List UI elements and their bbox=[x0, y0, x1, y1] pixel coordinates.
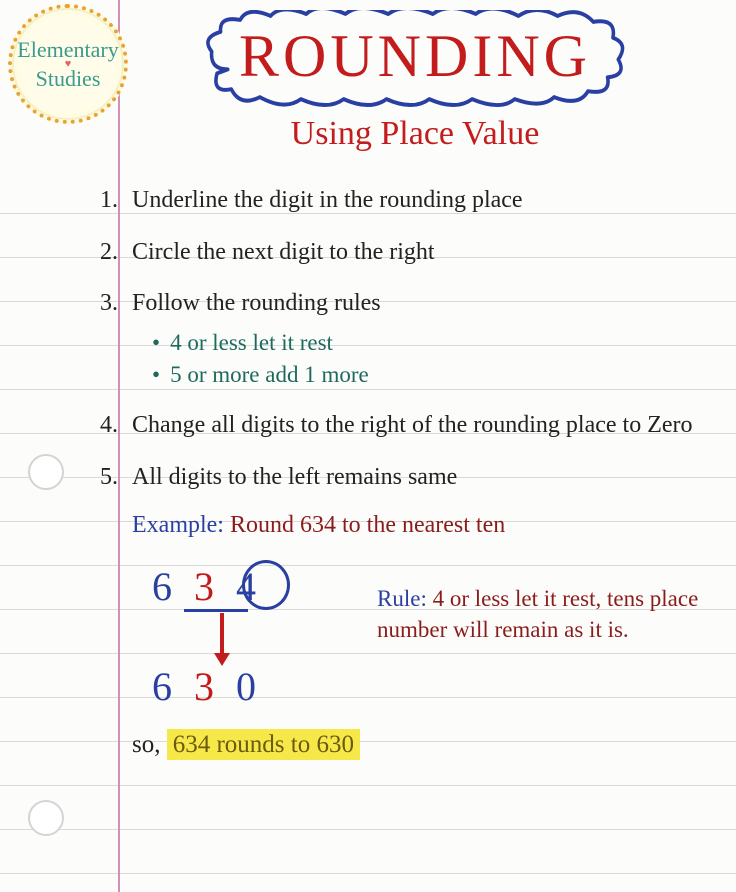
logo-badge: Elementary ♥ Studies bbox=[8, 4, 128, 124]
digit-red: 3 bbox=[194, 664, 236, 709]
step-text: All digits to the left remains same bbox=[132, 461, 720, 495]
digit: 0 bbox=[236, 664, 278, 709]
title-cloud: ROUNDING bbox=[201, 10, 629, 109]
hole-punch bbox=[28, 454, 64, 490]
step-text: Underline the digit in the rounding plac… bbox=[132, 184, 720, 218]
example-line: Example: Round 634 to the nearest ten bbox=[132, 512, 720, 539]
bullet-item: • 4 or less let it rest bbox=[152, 327, 720, 359]
bottom-digits: 630 bbox=[152, 663, 278, 710]
bullet-text: 5 or more add 1 more bbox=[170, 359, 369, 391]
conclusion-line: so, 634 rounds to 630 bbox=[132, 731, 720, 759]
step-number: 2. bbox=[82, 236, 118, 270]
title-block: ROUNDING Using Place Value bbox=[135, 10, 695, 153]
conclusion-highlight: 634 rounds to 630 bbox=[167, 729, 360, 760]
step-number: 5. bbox=[82, 461, 118, 495]
step-number: 3. bbox=[82, 287, 118, 391]
bullet-text: 4 or less let it rest bbox=[170, 327, 333, 359]
logo-line2: Studies bbox=[36, 67, 101, 90]
step-number: 4. bbox=[82, 409, 118, 443]
arrow-down-icon bbox=[212, 611, 232, 666]
digit: 6 bbox=[152, 664, 194, 709]
digit: 6 bbox=[152, 564, 194, 609]
digit-red: 3 bbox=[194, 564, 236, 609]
circle-mark bbox=[242, 560, 290, 610]
step-row: 3. Follow the rounding rules • 4 or less… bbox=[82, 287, 720, 391]
conclusion-prefix: so, bbox=[132, 731, 167, 758]
example-prompt: Round 634 to the nearest ten bbox=[230, 512, 505, 538]
content-area: 1. Underline the digit in the rounding p… bbox=[82, 184, 720, 759]
bullet-icon: • bbox=[152, 327, 160, 359]
bullet-icon: • bbox=[152, 359, 160, 391]
step-row: 1. Underline the digit in the rounding p… bbox=[82, 184, 720, 218]
hole-punch bbox=[28, 800, 64, 836]
example-label: Example: bbox=[132, 512, 224, 538]
rule-note: Rule: 4 or less let it rest, tens place … bbox=[377, 583, 700, 645]
worked-example: 634 630 Rule: 4 or less let it rest, ten… bbox=[152, 563, 720, 713]
step-text: Circle the next digit to the right bbox=[132, 236, 720, 270]
step-number: 1. bbox=[82, 184, 118, 218]
step-text: Follow the rounding rules • 4 or less le… bbox=[132, 287, 720, 391]
step-row: 5. All digits to the left remains same bbox=[82, 461, 720, 495]
bullet-item: • 5 or more add 1 more bbox=[152, 359, 720, 391]
rule-prefix: Rule: bbox=[377, 586, 427, 611]
step-text-inner: Follow the rounding rules bbox=[132, 290, 381, 316]
page-title: ROUNDING bbox=[239, 23, 591, 89]
sub-bullet-list: • 4 or less let it rest • 5 or more add … bbox=[152, 327, 720, 391]
step-row: 2. Circle the next digit to the right bbox=[82, 236, 720, 270]
example-prompt-text: Round 634 to the nearest ten bbox=[230, 512, 505, 538]
step-text: Change all digits to the right of the ro… bbox=[132, 409, 720, 443]
page-subtitle: Using Place Value bbox=[135, 115, 695, 153]
step-row: 4. Change all digits to the right of the… bbox=[82, 409, 720, 443]
